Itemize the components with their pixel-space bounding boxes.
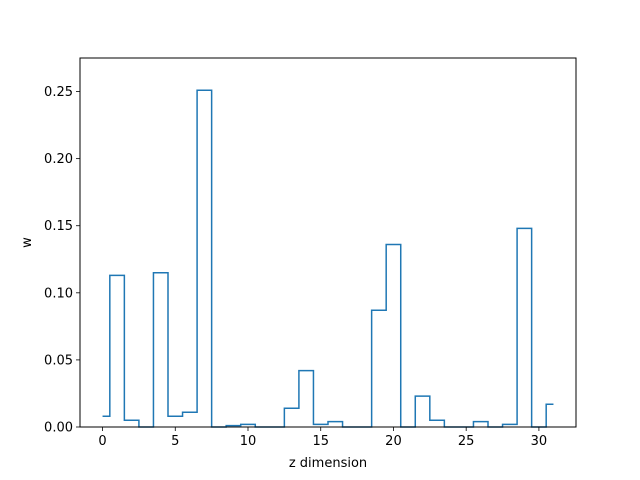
x-tick-label: 0 xyxy=(98,434,106,449)
x-tick-label: 10 xyxy=(240,434,257,449)
y-axis-label: w xyxy=(20,237,35,248)
y-tick-label: 0.00 xyxy=(44,421,73,436)
x-tick-label: 30 xyxy=(531,434,548,449)
axis-ticks: 0 5 10 15 20 25 30 0.00 0.05 0.10 0.15 0.20 0.25 xyxy=(44,85,547,449)
y-tick-label: 0.05 xyxy=(44,353,73,368)
y-tick-label: 0.10 xyxy=(44,286,73,301)
x-tick-label: 15 xyxy=(312,434,329,449)
y-tick-label: 0.20 xyxy=(44,152,73,167)
x-axis-label: z dimension xyxy=(289,456,367,471)
axes-frame xyxy=(79,57,577,428)
x-tick-label: 20 xyxy=(385,434,402,449)
x-tick-label: 5 xyxy=(171,434,179,449)
plot-area xyxy=(102,89,554,428)
x-tick-label: 25 xyxy=(458,434,475,449)
y-tick-label: 0.15 xyxy=(44,219,73,234)
series-0-step-line xyxy=(102,89,554,428)
y-tick-label: 0.25 xyxy=(44,85,73,100)
